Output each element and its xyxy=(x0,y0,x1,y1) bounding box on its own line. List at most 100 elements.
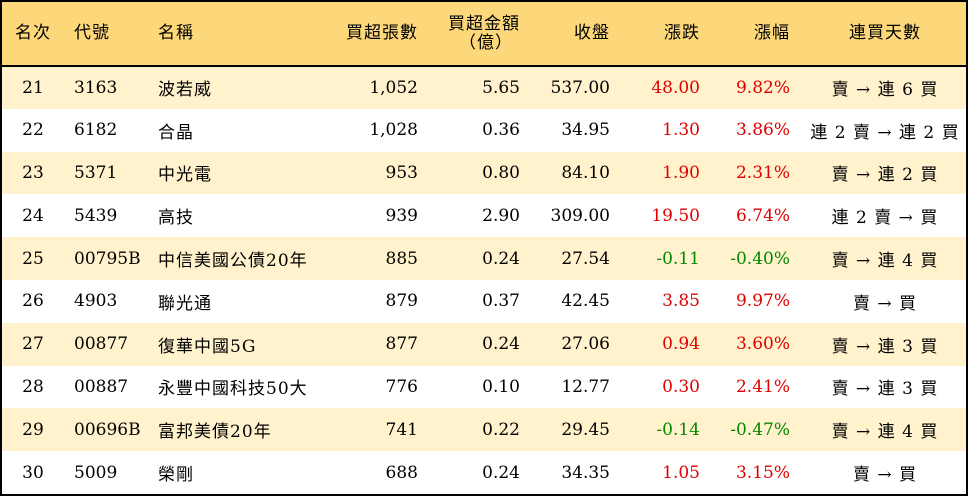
cell-close: 34.35 xyxy=(561,462,610,483)
cell-streak: 賣 → 買 xyxy=(852,465,918,486)
cell-name: 合晶 xyxy=(158,122,194,143)
cell-change: -0.14 xyxy=(656,419,700,440)
table-row: 25 00795B 中信美國公債20年 885 0.24 27.54 -0.11 -0.40%… xyxy=(2,237,966,280)
cell-net-amount: 0.80 xyxy=(482,162,520,183)
cell-close: 34.95 xyxy=(561,120,610,141)
cell-streak: 賣 → 連 6 買 xyxy=(831,80,939,101)
cell-rank: 21 xyxy=(22,77,44,98)
cell-change: 1.05 xyxy=(662,462,700,483)
header-net-lots: 買超張數 xyxy=(346,23,418,43)
cell-net-amount: 0.37 xyxy=(482,291,520,312)
cell-close: 84.10 xyxy=(561,162,610,183)
cell-close: 29.45 xyxy=(561,419,610,440)
cell-net-amount: 0.24 xyxy=(482,462,520,483)
cell-change-pct: 3.86% xyxy=(735,120,790,141)
cell-change-pct: 2.41% xyxy=(735,376,790,397)
cell-change: 1.30 xyxy=(662,120,700,141)
cell-name: 榮剛 xyxy=(158,465,194,486)
cell-change: 19.50 xyxy=(651,205,700,226)
cell-net-lots: 741 xyxy=(385,419,418,440)
cell-net-amount: 0.24 xyxy=(482,248,520,269)
cell-rank: 24 xyxy=(22,205,44,226)
cell-net-lots: 939 xyxy=(385,205,418,226)
cell-name: 富邦美債20年 xyxy=(158,422,272,443)
cell-name: 永豐中國科技50大 xyxy=(158,379,308,400)
cell-close: 309.00 xyxy=(550,205,610,226)
cell-change: 0.30 xyxy=(662,376,700,397)
cell-code: 5009 xyxy=(74,462,118,483)
header-rank: 名次 xyxy=(15,23,51,43)
cell-change-pct: 3.60% xyxy=(735,334,790,355)
table-row: 28 00887 永豐中國科技50大 776 0.10 12.77 0.30 2.41% 賣 →… xyxy=(2,365,966,409)
table-row: 26 4903 聯光通 879 0.37 42.45 3.85 9.97% 賣 → 買 xyxy=(2,279,966,323)
cell-streak: 賣 → 連 2 買 xyxy=(831,165,939,186)
header-change: 漲跌 xyxy=(664,23,700,43)
cell-code: 6182 xyxy=(74,120,118,141)
cell-rank: 28 xyxy=(22,376,44,397)
cell-net-lots: 953 xyxy=(385,162,418,183)
cell-code: 00795B xyxy=(74,248,141,269)
cell-close: 27.54 xyxy=(561,248,610,269)
cell-streak: 賣 → 連 4 買 xyxy=(831,251,939,272)
cell-net-amount: 2.90 xyxy=(482,205,520,226)
cell-change-pct: 6.74% xyxy=(735,205,790,226)
cell-net-lots: 688 xyxy=(385,462,418,483)
cell-code: 3163 xyxy=(74,77,118,98)
cell-streak: 賣 → 連 3 買 xyxy=(831,379,939,400)
cell-rank: 29 xyxy=(22,419,44,440)
cell-net-lots: 877 xyxy=(385,334,418,355)
cell-close: 27.06 xyxy=(561,334,610,355)
table-row: 29 00696B 富邦美債20年 741 0.22 29.45 -0.14 -0.47% 賣 … xyxy=(2,408,966,452)
cell-net-lots: 879 xyxy=(385,291,418,312)
header-name: 名稱 xyxy=(158,23,194,43)
table-body: 21 3163 波若威 1,052 5.65 537.00 48.00 9.82% 賣 → 連 … xyxy=(2,66,966,494)
table-row: 21 3163 波若威 1,052 5.65 537.00 48.00 9.82% 賣 → 連 … xyxy=(2,66,966,109)
cell-change: 3.85 xyxy=(662,291,700,312)
cell-net-amount: 5.65 xyxy=(482,77,520,98)
cell-net-amount: 0.24 xyxy=(482,334,520,355)
cell-change-pct: -0.47% xyxy=(730,419,790,440)
cell-change: 0.94 xyxy=(662,334,700,355)
header-net-amount: 買超金額 （億） xyxy=(432,2,534,66)
cell-name: 波若威 xyxy=(158,80,212,101)
cell-streak: 賣 → 連 4 買 xyxy=(831,422,939,443)
cell-code: 00696B xyxy=(74,419,141,440)
cell-change: 1.90 xyxy=(662,162,700,183)
cell-code: 4903 xyxy=(74,291,118,312)
cell-code: 5439 xyxy=(74,205,118,226)
header-change-pct: 漲幅 xyxy=(754,23,790,43)
header-code: 代號 xyxy=(74,23,110,43)
cell-change-pct: 3.15% xyxy=(735,462,790,483)
cell-streak: 連 2 賣 → 連 2 買 xyxy=(810,122,960,143)
cell-code: 00887 xyxy=(74,376,129,397)
cell-name: 復華中國5G xyxy=(158,336,257,357)
cell-net-lots: 776 xyxy=(385,376,418,397)
cell-name: 聯光通 xyxy=(158,293,212,314)
table-header-row: 名次 代號 名稱 買超張數 買超金額 （億） 收盤 漲跌 漲幅 連買天數 xyxy=(2,2,966,66)
cell-rank: 23 xyxy=(22,162,44,183)
cell-streak: 賣 → 買 xyxy=(852,293,918,314)
cell-rank: 22 xyxy=(22,120,44,141)
cell-streak: 連 2 賣 → 買 xyxy=(831,208,939,229)
cell-change-pct: 2.31% xyxy=(735,162,790,183)
header-close: 收盤 xyxy=(574,23,610,43)
cell-change-pct: 9.82% xyxy=(735,77,790,98)
cell-streak: 賣 → 連 3 買 xyxy=(831,336,939,357)
cell-name: 中光電 xyxy=(158,165,212,186)
table-row: 24 5439 高技 939 2.90 309.00 19.50 6.74% 連 2 賣 → 買 xyxy=(2,194,966,238)
cell-change: 48.00 xyxy=(651,77,700,98)
cell-close: 42.45 xyxy=(561,291,610,312)
cell-net-amount: 0.10 xyxy=(482,376,520,397)
table-row: 30 5009 榮剛 688 0.24 34.35 1.05 3.15% 賣 → 買 xyxy=(2,451,966,494)
cell-net-lots: 885 xyxy=(385,248,418,269)
cell-change: -0.11 xyxy=(656,248,700,269)
table-row: 23 5371 中光電 953 0.80 84.10 1.90 2.31% 賣 → 連 2 買 xyxy=(2,151,966,195)
cell-net-amount: 0.36 xyxy=(482,120,520,141)
cell-close: 12.77 xyxy=(561,376,610,397)
cell-close: 537.00 xyxy=(550,77,610,98)
cell-rank: 27 xyxy=(22,334,44,355)
header-net-amount-line2: （億） xyxy=(459,32,513,53)
table-row: 22 6182 合晶 1,028 0.36 34.95 1.30 3.86% 連 2 賣 → 連… xyxy=(2,108,966,152)
